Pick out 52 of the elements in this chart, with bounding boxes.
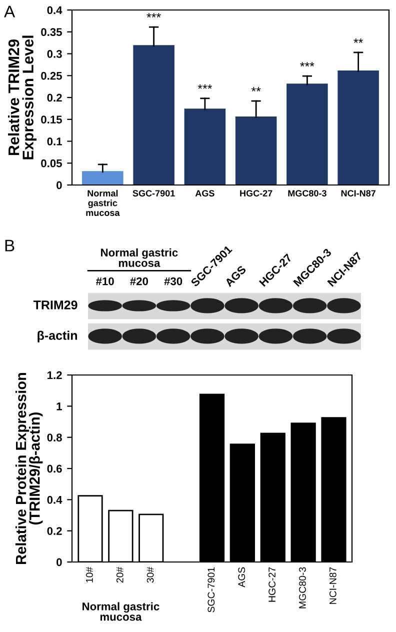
category-label: #20 [130,277,148,286]
y-tick-label: 0.8 [47,434,62,442]
y-tick-label: 0.4 [47,6,62,14]
x-tick-label: MGC80-3 [288,190,326,197]
category-label: #10 [96,277,114,286]
x-tick-label: SGC-7901 [208,567,215,612]
y-tick-label: 0.4 [47,496,62,504]
x-tick-label: 10# [86,566,93,582]
y-tick-label: 1.2 [48,371,62,380]
x-tick-label: SGC-7901 [132,190,175,196]
x-tick-label: AGS [195,190,214,196]
bar [82,171,124,185]
annotation: *** [146,13,161,18]
x-tick-label: 20# [116,566,124,583]
y-tick-label: 1 [56,402,62,410]
x-tick-label: HGC-27 [240,190,272,196]
y-tick-label: 0 [56,558,62,566]
y-tick-label: 0 [56,181,62,190]
y-tick-label: 0.05 [41,159,62,168]
bar [184,108,226,185]
text: Normal gastric mucosa [82,602,160,621]
x-tick-label: NCI-N87 [329,567,336,604]
y-tick-label: 0.2 [47,527,62,535]
y-tick-label: 0.25 [41,72,62,80]
y-tick-label: 0.6 [47,464,62,473]
x-tick-label: NCI-N87 [341,190,376,196]
x-tick-label: AGS [238,567,246,588]
text: Normal gastric mucosa [101,248,178,267]
bar [338,70,379,185]
annotation: ** [354,38,363,43]
y-axis-title: Relative Protein Expression (TRIM29/β-actin) [15,372,43,564]
bar [286,84,328,185]
text: A [4,6,16,18]
x-tick-label: HGC-27 [268,567,276,602]
y-tick-label: 0.15 [41,116,62,124]
y-tick-label: 0.3 [47,50,62,58]
x-tick-label: Normal gastric mucosa [86,190,120,216]
category-label: #30 [164,277,182,286]
annotation: *** [198,84,212,89]
x-tick-label: 30# [146,566,154,583]
y-tick-label: 0.2 [47,94,62,102]
category-label: β-actin [38,330,77,342]
annotation: ** [251,87,261,92]
category-label: TRIM29 [33,300,78,310]
text: B [5,240,14,252]
annotation: *** [300,62,314,66]
y-axis-title: Relative TRIM29 Expression Level [8,36,36,160]
y-tick-label: 0.1 [47,138,62,146]
y-tick-label: 0.35 [41,28,62,36]
bar [235,116,277,185]
bar [133,45,174,185]
x-tick-label: MGC80-3 [299,567,306,608]
